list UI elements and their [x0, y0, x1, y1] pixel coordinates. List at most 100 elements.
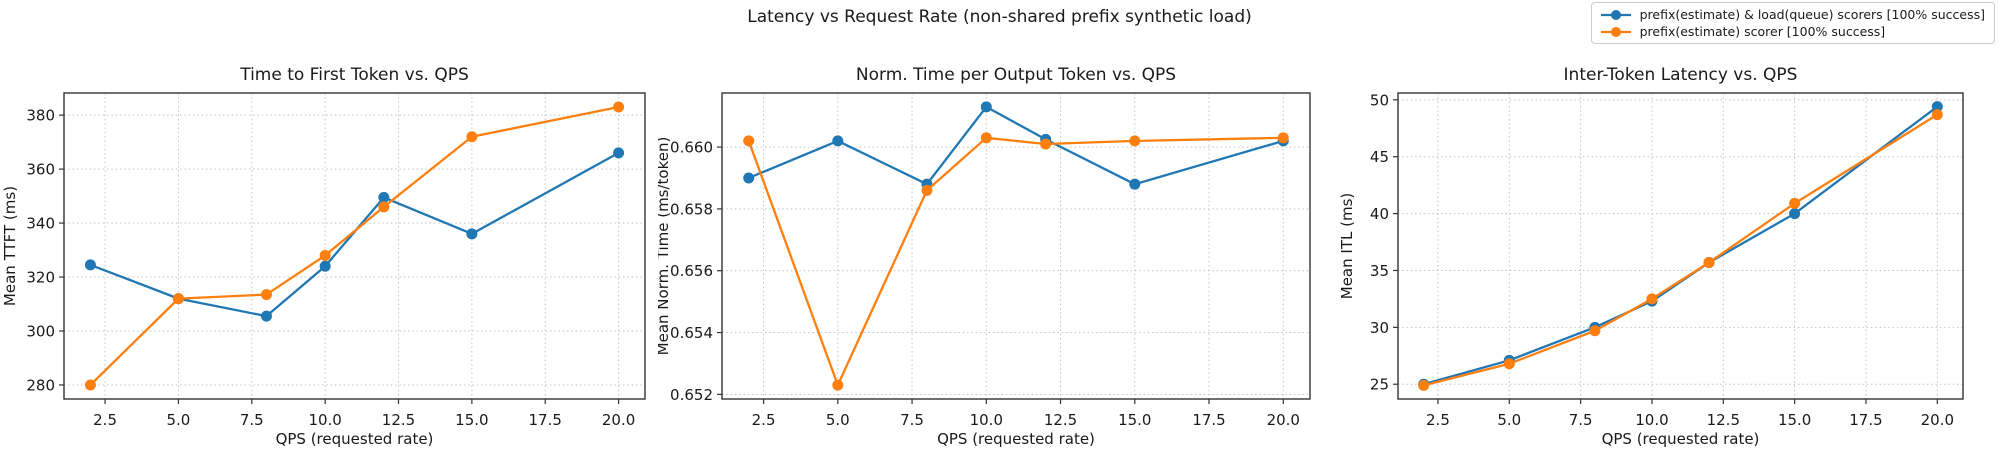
series-line	[747, 105, 1285, 186]
y-tick-label: 0.654	[670, 324, 713, 342]
x-tick-label: 15.0	[1118, 411, 1151, 429]
data-point	[1931, 101, 1943, 113]
data-point	[613, 147, 625, 159]
x-tick-label: 20.0	[1921, 411, 1954, 429]
data-point	[1789, 197, 1801, 209]
chart-time-to-first-token: 2.5 5.0 7.5 10.0 12.5 15.0 17.5 20.0 280 300 320 34…	[1, 65, 646, 448]
legend-item: prefix(estimate) & load(queue) scorers […	[1599, 7, 1985, 22]
x-tick-label: 7.5	[240, 411, 264, 429]
y-tick-label: 0.658	[670, 200, 713, 218]
series-line	[89, 151, 620, 318]
x-axis-label-ntpot: QPS (requested rate)	[937, 430, 1095, 448]
x-tick-label: 7.5	[1569, 411, 1593, 429]
data-point	[832, 135, 844, 147]
x-tick-label: 20.0	[602, 411, 635, 429]
data-point	[172, 293, 184, 305]
data-point	[319, 249, 331, 261]
x-tick-label: 17.5	[529, 411, 562, 429]
data-point	[260, 289, 272, 301]
x-tick-label: 7.5	[900, 411, 924, 429]
legend-line-marker-icon	[1600, 26, 1631, 37]
data-point	[319, 260, 331, 272]
x-tick-label: 2.5	[93, 411, 117, 429]
y-tick-label: 30	[1370, 319, 1389, 337]
series-line	[89, 105, 620, 387]
chart-inter-token-latency: 2.5 5.0 7.5 10.0 12.5 15.0 17.5 20.0 25 30 35 40 45 5…	[1338, 65, 1964, 448]
data-point	[1589, 325, 1601, 337]
y-axis-label-ntpot: Mean Norm. Time (ms/token)	[658, 137, 672, 356]
x-tick-label: 10.0	[970, 411, 1003, 429]
y-tick-label: 40	[1370, 205, 1389, 223]
data-point	[1418, 379, 1430, 391]
x-tick-label: 5.0	[1497, 411, 1521, 429]
y-axis-label-ttft: Mean TTFT (ms)	[1, 186, 19, 306]
axes-spines	[721, 92, 1311, 400]
x-tick-label: 15.0	[455, 411, 488, 429]
data-point	[378, 201, 390, 213]
data-point	[743, 172, 755, 184]
data-point	[466, 228, 478, 240]
data-point	[1503, 358, 1515, 370]
figure-title: Latency vs Request Rate (non-shared pref…	[747, 7, 1252, 27]
x-tick-label: 2.5	[752, 411, 776, 429]
x-tick-label: 10.0	[308, 411, 341, 429]
y-tick-label: 360	[26, 161, 55, 179]
x-tick-label: 10.0	[1635, 411, 1668, 429]
y-tick-label: 50	[1370, 91, 1389, 109]
legend-item: prefix(estimate) scorer [100% success]	[1599, 24, 1985, 39]
y-tick-label: 25	[1370, 376, 1389, 394]
subplot-title-ntpot: Norm. Time per Output Token vs. QPS	[856, 65, 1176, 85]
y-tick-label: 280	[26, 376, 55, 394]
data-point	[84, 259, 96, 271]
x-tick-label: 2.5	[1426, 411, 1450, 429]
data-point	[1703, 256, 1715, 268]
data-point	[1129, 178, 1141, 190]
series-line	[1422, 113, 1939, 387]
data-point	[466, 131, 478, 143]
data-point	[1646, 293, 1658, 305]
subplot-title-ttft: Time to First Token vs. QPS	[239, 65, 469, 85]
y-tick-label: 340	[26, 215, 55, 233]
data-point	[921, 184, 933, 196]
x-tick-label: 5.0	[167, 411, 191, 429]
data-point	[832, 379, 844, 391]
y-tick-label: 45	[1370, 148, 1389, 166]
y-tick-label: 380	[26, 107, 55, 125]
y-axis-label-itl: Mean ITL (ms)	[1338, 193, 1356, 299]
data-point	[1931, 109, 1943, 121]
y-tick-label: 320	[26, 269, 55, 287]
data-point	[613, 101, 625, 113]
axes-spines	[1397, 92, 1964, 400]
x-tick-label: 20.0	[1267, 411, 1300, 429]
data-point	[980, 101, 992, 113]
subplot-title-itl: Inter-Token Latency vs. QPS	[1564, 65, 1798, 85]
data-point	[980, 132, 992, 144]
legend-item-label: prefix(estimate) & load(queue) scorers […	[1639, 7, 1985, 22]
data-point	[84, 379, 96, 391]
legend-line-marker-icon	[1600, 9, 1631, 20]
y-tick-label: 0.660	[670, 139, 713, 157]
x-tick-label: 15.0	[1778, 411, 1811, 429]
series-line	[747, 136, 1285, 387]
y-tick-label: 300	[26, 323, 55, 341]
x-axis-label-ttft: QPS (requested rate)	[276, 430, 434, 448]
x-tick-label: 17.5	[1849, 411, 1882, 429]
x-tick-label: 12.5	[1707, 411, 1740, 429]
legend-item-label: prefix(estimate) scorer [100% success]	[1639, 24, 1886, 39]
data-point	[378, 191, 390, 203]
x-tick-label: 5.0	[826, 411, 850, 429]
axes-spines	[63, 92, 646, 400]
plot-area: 2.5 5.0 7.5 10.0 12.5 15.0 17.5 20.0 280 300 320 34…	[26, 92, 646, 429]
data-point	[1040, 138, 1052, 150]
data-point	[1129, 135, 1141, 147]
x-tick-label: 12.5	[1044, 411, 1077, 429]
data-point	[1277, 132, 1289, 144]
data-point	[260, 310, 272, 322]
plot-area: 2.5 5.0 7.5 10.0 12.5 15.0 17.5 20.0 25 30 35 40 45 5…	[1370, 91, 1964, 429]
series-line	[1422, 105, 1939, 386]
y-tick-label: 0.656	[670, 262, 713, 280]
x-tick-label: 17.5	[1192, 411, 1225, 429]
y-tick-label: 0.652	[670, 386, 713, 404]
data-point	[1789, 208, 1801, 220]
plot-area: 2.5 5.0 7.5 10.0 12.5 15.0 17.5 20.0 0.652 0.654 0…	[670, 92, 1311, 429]
